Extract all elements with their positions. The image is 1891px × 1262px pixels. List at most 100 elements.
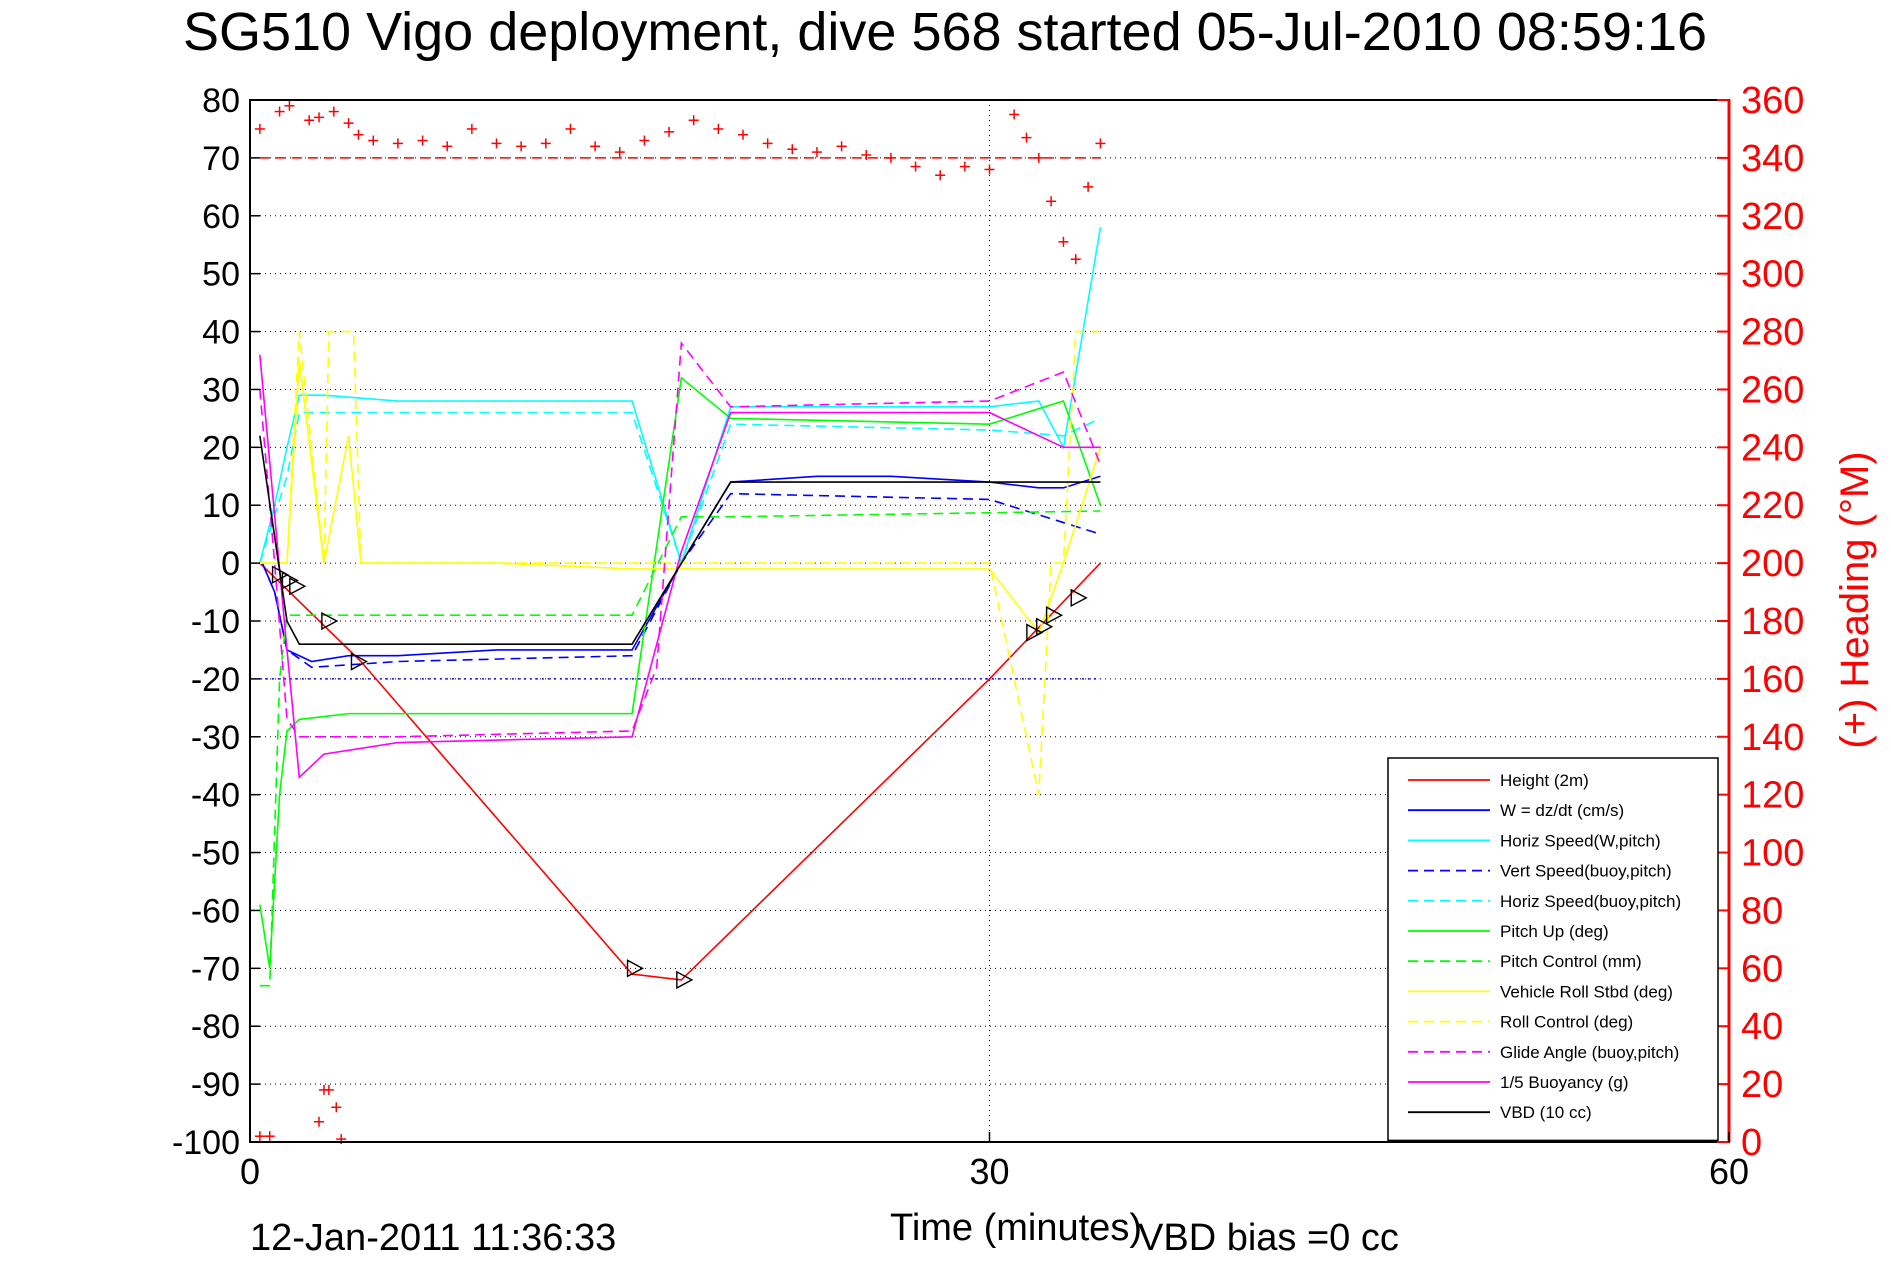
heading-points bbox=[254, 100, 1106, 1145]
legend-box bbox=[1387, 757, 1719, 1142]
tick-label-x: 0 bbox=[240, 1151, 260, 1192]
tick-label-left: -40 bbox=[191, 777, 240, 815]
heading-point bbox=[516, 141, 527, 152]
x-axis-label: Time (minutes) bbox=[890, 1207, 1142, 1249]
heading-point bbox=[304, 115, 315, 126]
tick-label-right: 360 bbox=[1741, 80, 1804, 122]
series-line bbox=[261, 492, 1101, 669]
tick-label-x: 60 bbox=[1709, 1151, 1749, 1192]
heading-point bbox=[254, 123, 265, 134]
heading-point bbox=[274, 106, 285, 117]
tick-label-left: 40 bbox=[202, 314, 240, 352]
y-axis-right-label: (+) Heading (°M) bbox=[1833, 451, 1877, 748]
legend-label: Height (2m) bbox=[1500, 771, 1589, 790]
heading-point bbox=[368, 135, 379, 146]
triangle-marker bbox=[1026, 623, 1044, 642]
tick-label-right: 320 bbox=[1741, 196, 1804, 238]
tick-label-right: 0 bbox=[1741, 1122, 1762, 1164]
heading-point bbox=[713, 123, 724, 134]
heading-point bbox=[811, 147, 822, 158]
triangle-marker bbox=[676, 970, 694, 990]
series-line bbox=[259, 411, 1101, 566]
heading-point bbox=[284, 100, 295, 111]
legend-label: Pitch Up (deg) bbox=[1500, 922, 1609, 941]
tick-label-left: -50 bbox=[191, 835, 240, 873]
footer-date: 12-Jan-2011 11:36:33 bbox=[250, 1217, 616, 1259]
tick-label-left: -80 bbox=[191, 1008, 240, 1046]
legend-label: Roll Control (deg) bbox=[1500, 1013, 1633, 1032]
heading-point bbox=[264, 1131, 275, 1142]
heading-point bbox=[1046, 196, 1057, 207]
tick-label-left: -20 bbox=[191, 661, 240, 699]
triangle-marker bbox=[1036, 617, 1054, 636]
series-line bbox=[259, 354, 1101, 779]
heading-point bbox=[738, 129, 748, 140]
heading-point bbox=[1021, 132, 1032, 143]
heading-point bbox=[1095, 138, 1106, 149]
tick-label-left: 60 bbox=[202, 198, 240, 236]
heading-point bbox=[417, 135, 428, 146]
tick-label-right: 160 bbox=[1741, 659, 1804, 701]
tick-label-right: 20 bbox=[1741, 1064, 1783, 1106]
series-line bbox=[259, 510, 1101, 987]
legend-label: Glide Angle (buoy,pitch) bbox=[1500, 1043, 1679, 1062]
reference-lines bbox=[259, 157, 1101, 680]
heading-point bbox=[331, 1102, 342, 1113]
tick-label-left: 20 bbox=[202, 429, 240, 467]
tick-label-right: 240 bbox=[1741, 427, 1804, 469]
heading-point bbox=[353, 129, 364, 140]
series-line bbox=[259, 340, 1102, 738]
series-line bbox=[259, 376, 1102, 969]
legend-label: Pitch Control (mm) bbox=[1500, 952, 1642, 971]
triangle-marker bbox=[350, 652, 368, 671]
heading-point bbox=[392, 138, 403, 149]
heading-point bbox=[491, 138, 502, 149]
heading-point bbox=[935, 170, 946, 181]
heading-point bbox=[885, 152, 896, 163]
footer-vbd-bias: VBD bias =0 cc bbox=[1138, 1217, 1399, 1259]
heading-point bbox=[466, 123, 477, 134]
triangle-marker bbox=[289, 577, 307, 596]
tick-label-left: -90 bbox=[191, 1066, 240, 1104]
y-axis-right: 3603403203002802602402202001801601401201… bbox=[1717, 80, 1804, 1164]
tick-label-right: 40 bbox=[1741, 1006, 1783, 1048]
heading-point bbox=[328, 106, 339, 117]
tick-label-right: 60 bbox=[1741, 948, 1783, 990]
legend-label: Vert Speed(buoy,pitch) bbox=[1500, 862, 1672, 881]
tick-label-left: 80 bbox=[202, 82, 240, 120]
chart-series bbox=[259, 227, 1102, 987]
chart-title: SG510 Vigo deployment, dive 568 started … bbox=[183, 2, 1707, 62]
triangle-markers bbox=[271, 565, 1088, 990]
heading-point bbox=[959, 161, 970, 172]
tick-label-right: 100 bbox=[1741, 833, 1804, 875]
tick-label-right: 200 bbox=[1741, 543, 1804, 585]
heading-point bbox=[314, 112, 325, 123]
tick-label-left: -60 bbox=[191, 892, 240, 930]
heading-point bbox=[1009, 109, 1020, 120]
series-line bbox=[259, 330, 1101, 795]
tick-label-right: 80 bbox=[1741, 890, 1783, 932]
heading-point bbox=[1083, 181, 1094, 192]
tick-label-left: 0 bbox=[221, 545, 240, 583]
legend-label: W = dz/dt (cm/s) bbox=[1500, 801, 1624, 820]
heading-point bbox=[540, 138, 551, 149]
y-axis-left: 80 70 60 50 40 30 20 10 0 -10 -20 -30 -40 -50 -60 -70 -8… bbox=[172, 82, 260, 1162]
legend-label: Horiz Speed(buoy,pitch) bbox=[1500, 892, 1681, 911]
series-line bbox=[259, 227, 1102, 566]
tick-label-left: 30 bbox=[202, 371, 240, 409]
heading-point bbox=[323, 1084, 334, 1095]
triangle-marker bbox=[321, 611, 339, 631]
tick-label-left: 50 bbox=[202, 256, 240, 294]
tick-label-left: -10 bbox=[191, 603, 240, 641]
tick-label-right: 300 bbox=[1741, 254, 1804, 296]
triangle-marker bbox=[626, 959, 645, 978]
heading-point bbox=[565, 123, 576, 134]
series-line bbox=[259, 435, 1101, 645]
tick-label-left: -70 bbox=[191, 950, 240, 988]
series-line bbox=[259, 360, 1102, 635]
heading-point bbox=[343, 118, 354, 129]
heading-point bbox=[1070, 254, 1081, 265]
tick-label-left: -100 bbox=[172, 1124, 240, 1162]
tick-label-right: 280 bbox=[1741, 312, 1804, 354]
tick-label-right: 340 bbox=[1741, 138, 1804, 180]
